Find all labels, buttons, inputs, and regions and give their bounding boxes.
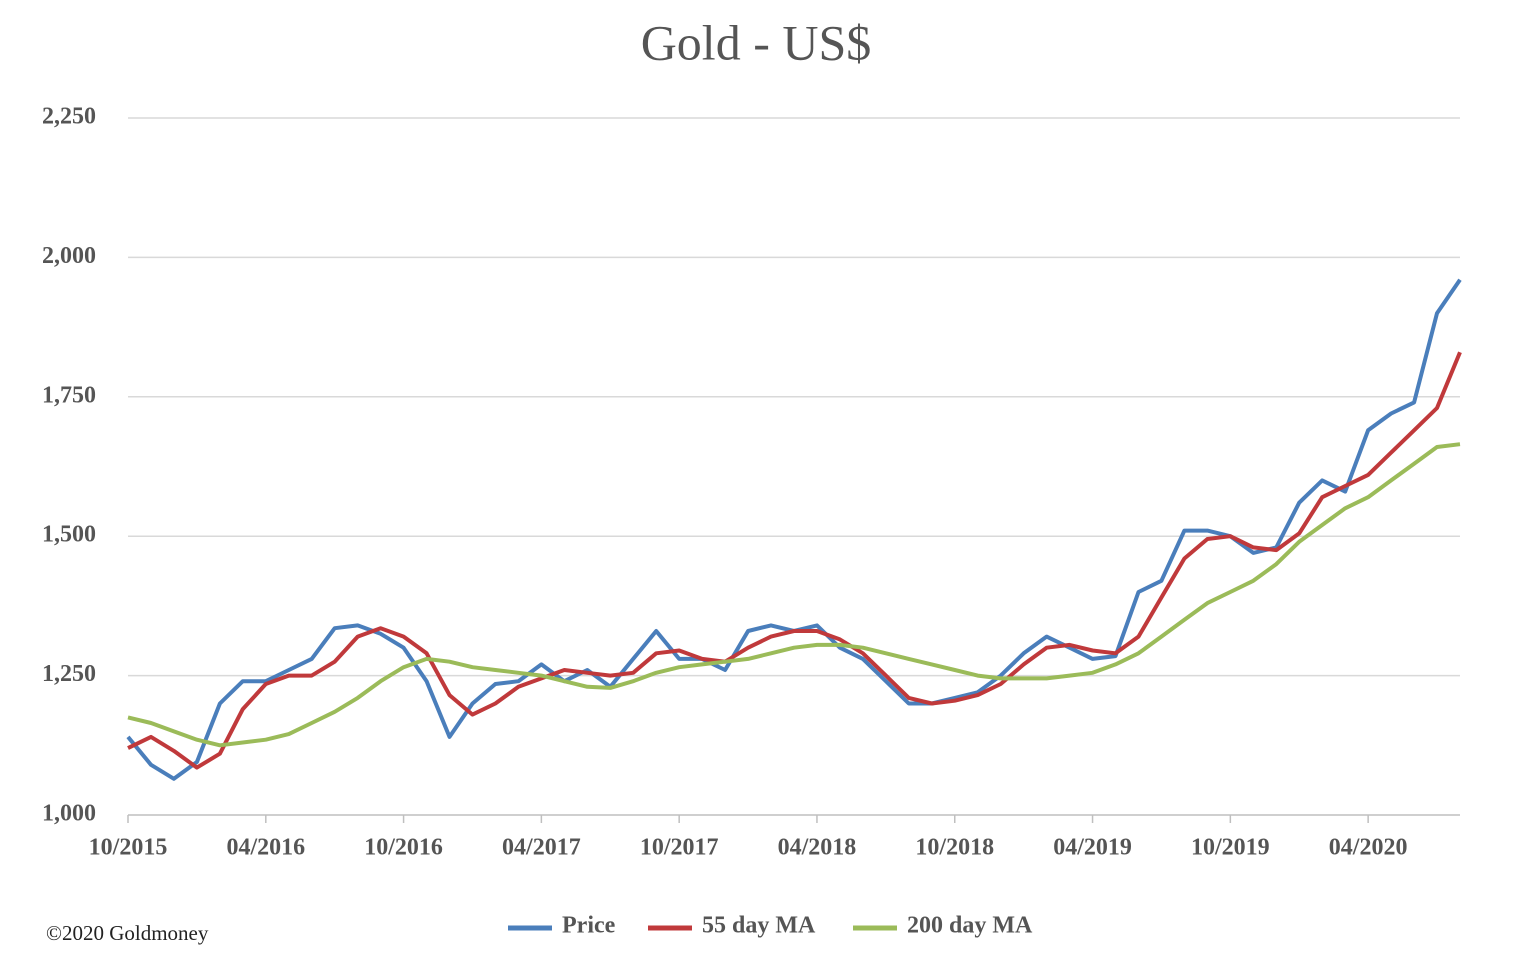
- y-tick-label: 2,000: [42, 243, 96, 269]
- y-tick-label: 1,500: [42, 522, 96, 548]
- x-tick-label: 10/2016: [364, 835, 443, 861]
- y-tick-label: 1,000: [42, 801, 96, 827]
- x-tick-label: 10/2019: [1191, 835, 1270, 861]
- x-tick-label: 04/2017: [502, 835, 581, 861]
- y-tick-label: 1,750: [42, 382, 96, 408]
- x-tick-label: 04/2018: [778, 835, 857, 861]
- series-line: [127, 351, 1462, 770]
- chart-title: Gold - US$: [641, 14, 872, 70]
- x-tick-label: 04/2020: [1329, 835, 1408, 861]
- legend-label: 55 day MA: [702, 913, 816, 939]
- series-line: [127, 442, 1461, 748]
- x-tick-label: 04/2016: [226, 835, 305, 861]
- y-tick-label: 1,250: [42, 661, 96, 687]
- x-tick-label: 04/2019: [1053, 835, 1132, 861]
- x-tick-label: 10/2018: [915, 835, 994, 861]
- legend-label: Price: [562, 913, 616, 939]
- x-tick-label: 10/2017: [640, 835, 719, 861]
- copyright: ©2020 Goldmoney: [46, 921, 209, 945]
- legend-label: 200 day MA: [907, 913, 1033, 939]
- x-tick-label: 10/2015: [89, 835, 168, 861]
- y-tick-label: 2,250: [42, 104, 96, 130]
- series-line: [126, 278, 1462, 781]
